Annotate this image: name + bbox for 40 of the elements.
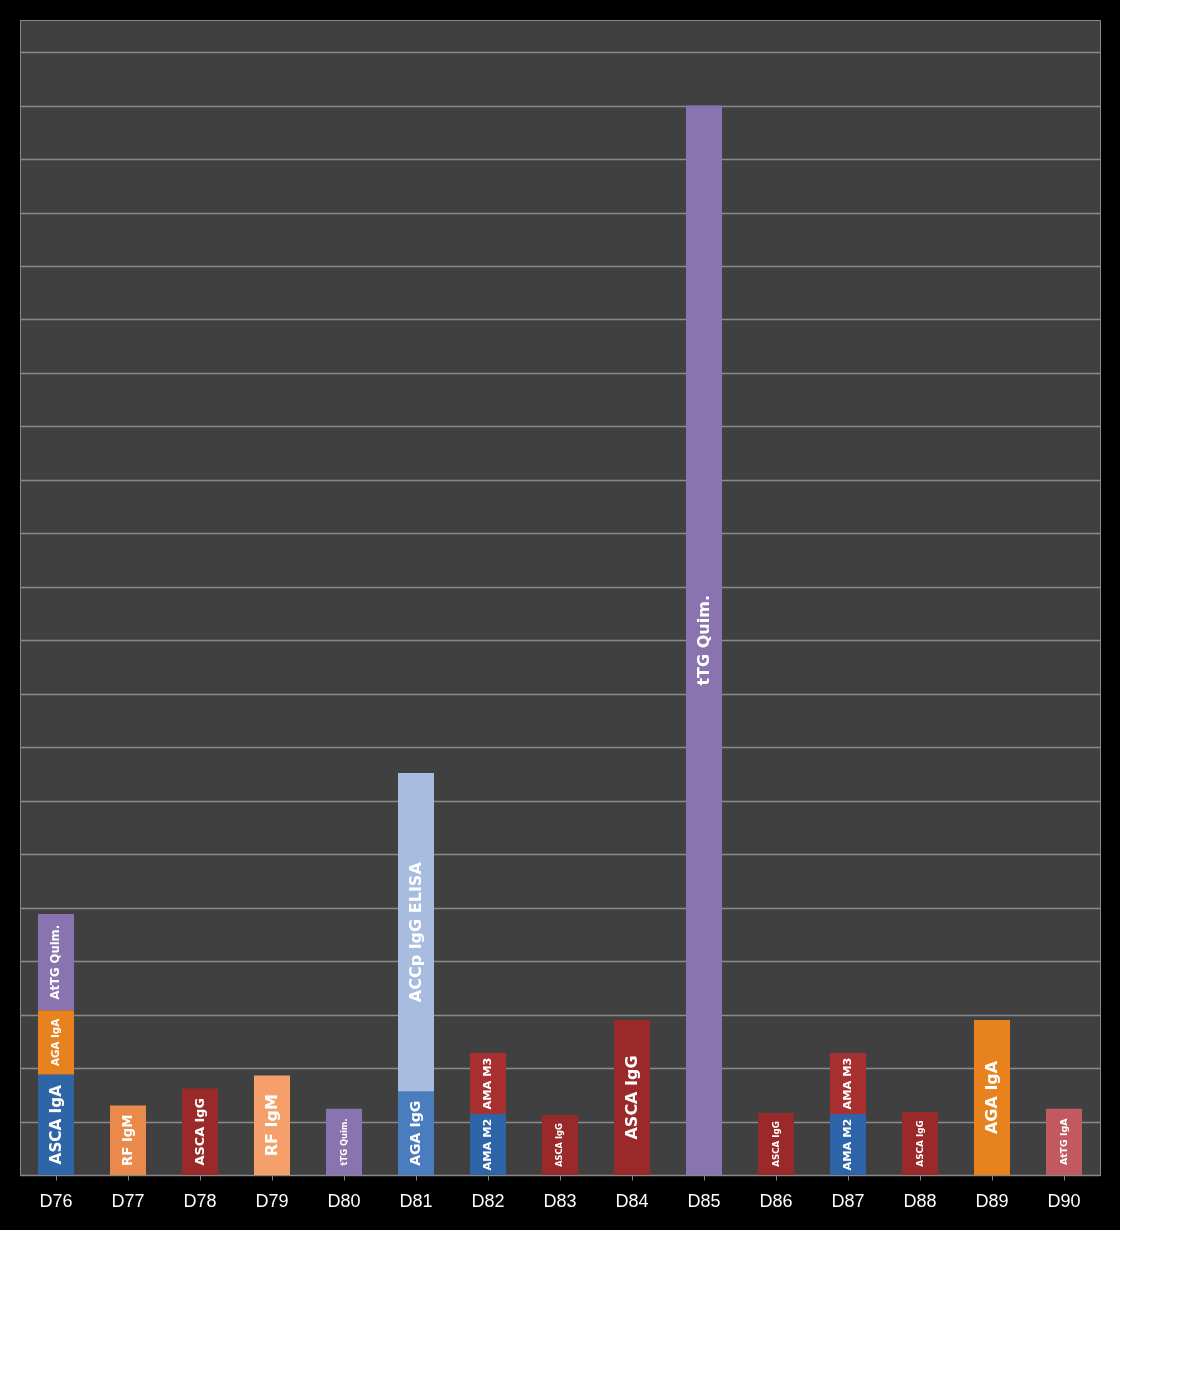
series-label: tTG Quim. xyxy=(694,595,713,686)
text: ASCA IgG xyxy=(554,1123,564,1167)
bar xyxy=(686,105,722,1175)
x-tick-label: D79 xyxy=(255,1190,289,1211)
x-tick-label: D77 xyxy=(111,1190,145,1211)
x-tick-label: D80 xyxy=(327,1190,361,1211)
text: ASCA IgG xyxy=(915,1120,925,1167)
text: RF IgM xyxy=(120,1114,135,1166)
bar xyxy=(326,1108,362,1175)
text: AMA M2 xyxy=(841,1118,854,1171)
bar xyxy=(974,1019,1010,1175)
x-tick-label: D90 xyxy=(1047,1190,1081,1211)
x-tick-label: D76 xyxy=(39,1190,73,1211)
series-label: AMA M2 xyxy=(481,1118,494,1171)
text: AGA IgA xyxy=(49,1018,61,1066)
bar xyxy=(1046,1108,1082,1175)
series-label: AtTG Quim. xyxy=(48,924,62,1000)
x-tick-label: D86 xyxy=(759,1190,793,1211)
x-tick-label: D88 xyxy=(903,1190,937,1211)
series-label: ASCA IgG xyxy=(622,1055,641,1140)
series-label: AGA IgA xyxy=(982,1060,1001,1135)
x-tick-label: D78 xyxy=(183,1190,217,1211)
x-tick-label: D85 xyxy=(687,1190,721,1211)
series-label: AGA IgG xyxy=(407,1100,423,1166)
x-tick-label: D83 xyxy=(543,1190,577,1211)
x-tick-label: D82 xyxy=(471,1190,505,1211)
x-tick-label: D87 xyxy=(831,1190,865,1211)
series-label: AMA M3 xyxy=(481,1057,494,1110)
series-label: ACCp IgG ELISA xyxy=(406,861,425,1003)
x-tick-label: D89 xyxy=(975,1190,1009,1211)
text: ASCA IgG xyxy=(192,1097,207,1166)
text: ASCA IgG xyxy=(771,1121,781,1167)
bar xyxy=(398,772,434,1092)
series-label: RF IgM xyxy=(262,1094,281,1157)
series-label: ASCA IgA xyxy=(47,1084,65,1165)
series-label: AtTG IgA xyxy=(1058,1117,1069,1166)
x-tick-label: D84 xyxy=(615,1190,649,1211)
x-tick-label: D81 xyxy=(399,1190,433,1211)
text: AMA M3 xyxy=(841,1057,854,1110)
text: tTG Quim. xyxy=(339,1118,349,1166)
